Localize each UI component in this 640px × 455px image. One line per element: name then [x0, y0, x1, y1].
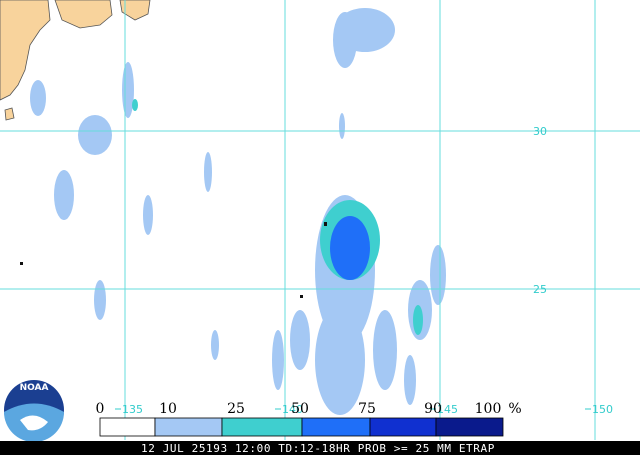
graticule: [0, 0, 640, 440]
color-bar: [99, 417, 504, 437]
legend-labels: 0 10 25 50 75 90 100%: [96, 401, 522, 417]
land: [0, 0, 151, 121]
legend-label: 0: [96, 401, 105, 417]
legend-label: 50: [291, 401, 309, 417]
precip-probability: [20, 8, 446, 415]
longitude-label: 145: [437, 403, 458, 416]
footer-text: 12 JUL 25193 12:00 TD:12-18HR PROB >= 25…: [141, 442, 495, 455]
legend-label: 75: [358, 401, 376, 417]
longitude-label: 135: [122, 403, 143, 416]
logo-text: NOAA: [20, 383, 49, 393]
longitude-label: 150: [592, 403, 613, 416]
latitude-labels: 30 25: [533, 125, 547, 296]
latitude-label: 25: [533, 283, 547, 296]
footer-bar: [0, 441, 640, 455]
legend-unit: %: [508, 401, 521, 417]
longitude-labels: 135 140 145 150: [115, 403, 613, 416]
legend-label: 100: [475, 401, 502, 417]
legend-label: 25: [227, 401, 245, 417]
longitude-label: 140: [282, 403, 303, 416]
latitude-label: 30: [533, 125, 547, 138]
legend-label: 90: [424, 401, 442, 417]
noaa-logo: NOAA: [4, 380, 64, 442]
legend-label: 10: [159, 401, 177, 417]
